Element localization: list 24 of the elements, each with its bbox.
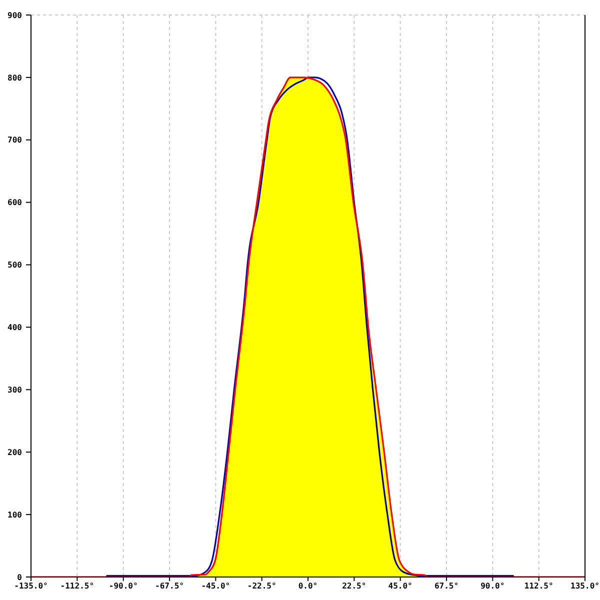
x-tick-label: -112.5°	[60, 582, 94, 591]
y-tick-label: 800	[8, 73, 22, 82]
x-tick-label: 45.0°	[388, 582, 412, 591]
y-tick-label: 100	[8, 510, 22, 520]
x-tick-label: -90.0°	[108, 582, 138, 591]
y-tick-label: 300	[8, 386, 22, 395]
x-tick-label: 112.5°	[524, 582, 554, 591]
x-tick-label: -135.0°	[14, 582, 48, 591]
y-tick-label: 500	[8, 260, 22, 270]
x-tick-label: -22.5°	[247, 582, 276, 591]
y-tick-label: 200	[8, 448, 22, 457]
x-tick-label: 90.0°	[480, 582, 505, 591]
x-tick-label: 0.0°	[298, 582, 318, 591]
y-tick-label: 700	[8, 136, 22, 145]
x-tick-label: -45.0°	[201, 582, 230, 591]
line-series	[106, 76, 514, 577]
x-tick-label: -67.5°	[155, 582, 184, 591]
x-tick-label: 67.5°	[434, 582, 459, 591]
x-tick-label: 135.0°	[570, 582, 600, 591]
x-tick-label: 22.5°	[342, 582, 366, 591]
y-tick-label: 400	[8, 323, 22, 332]
y-tick-label: 0	[17, 572, 22, 582]
y-tick-label: 600	[8, 198, 22, 208]
y-tick-label: 900	[8, 10, 22, 20]
